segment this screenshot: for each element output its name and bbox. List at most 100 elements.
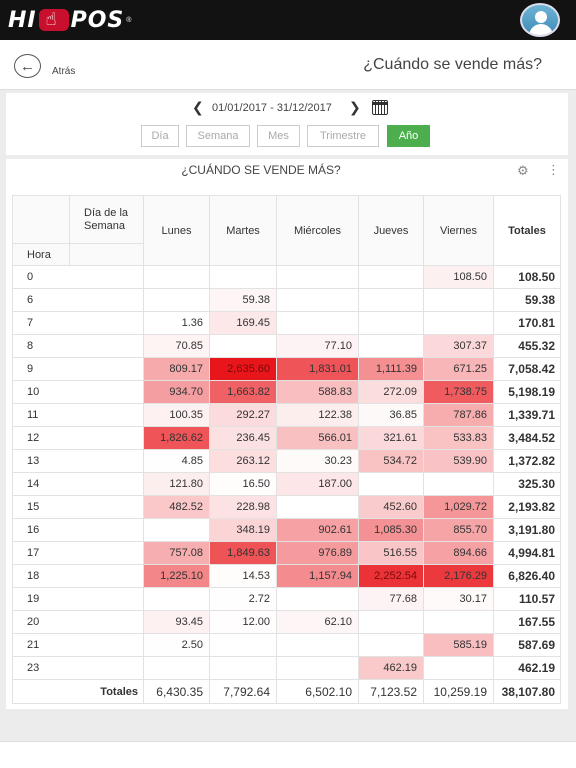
table-body: 0 108.50 108.50 6 59.38 59.38 7 1.36 169.45 170.8… — [12, 265, 561, 680]
heat-cell-jueves — [358, 311, 424, 335]
row-total-cell: 3,484.52 — [493, 426, 561, 450]
row-total-cell: 587.69 — [493, 633, 561, 657]
total-miercoles: 6,502.10 — [276, 679, 359, 704]
hour-cell: 17 — [12, 541, 144, 565]
heat-cell-lunes — [143, 265, 210, 289]
row-total-cell: 170.81 — [493, 311, 561, 335]
heat-cell-lunes — [143, 518, 210, 542]
total-viernes: 10,259.19 — [423, 679, 494, 704]
row-total-cell: 2,193.82 — [493, 495, 561, 519]
heat-cell-lunes: 1,826.62 — [143, 426, 210, 450]
heat-cell-miercoles: 187.00 — [276, 472, 359, 496]
heat-cell-viernes: 307.37 — [423, 334, 494, 358]
heat-cell-jueves: 77.68 — [358, 587, 424, 611]
heat-cell-lunes — [143, 656, 210, 680]
more-options-icon[interactable]: ⋮ — [547, 162, 560, 177]
row-total-cell: 108.50 — [493, 265, 561, 289]
back-label[interactable]: Atrás — [52, 66, 76, 77]
sales-heatmap-table: Día de la Semana Lunes Martes Miércoles … — [12, 195, 561, 704]
table-row: 13 4.85 263.12 30.23 534.72 539.90 1,372.82 — [12, 449, 561, 473]
heat-cell-viernes — [423, 472, 494, 496]
gear-icon[interactable]: ⚙ — [517, 163, 529, 178]
heat-cell-miercoles: 30.23 — [276, 449, 359, 473]
previous-period-chevron-icon[interactable]: ❮ — [192, 99, 204, 115]
row-total-cell: 325.30 — [493, 472, 561, 496]
heat-cell-martes: 169.45 — [209, 311, 277, 335]
page-header: ← Atrás ¿Cuándo se vende más? — [0, 40, 576, 90]
heat-cell-martes: 228.98 — [209, 495, 277, 519]
period-button-semana[interactable]: Semana — [186, 125, 250, 147]
heat-cell-jueves — [358, 472, 424, 496]
heat-cell-viernes: 585.19 — [423, 633, 494, 657]
heat-cell-jueves — [358, 265, 424, 289]
header-corner-empty — [12, 195, 70, 244]
user-avatar-button[interactable] — [520, 3, 560, 37]
table-row: 7 1.36 169.45 170.81 — [12, 311, 561, 335]
back-button[interactable]: ← — [14, 54, 41, 78]
heat-cell-martes: 12.00 — [209, 610, 277, 634]
table-row: 23 462.19 462.19 — [12, 656, 561, 680]
hour-cell: 20 — [12, 610, 144, 634]
heat-cell-jueves — [358, 288, 424, 312]
heat-cell-viernes: 855.70 — [423, 518, 494, 542]
row-total-cell: 462.19 — [493, 656, 561, 680]
page-title: ¿Cuándo se vende más? — [363, 56, 542, 73]
heat-cell-lunes: 2.50 — [143, 633, 210, 657]
heat-cell-miercoles: 77.10 — [276, 334, 359, 358]
heat-cell-jueves — [358, 334, 424, 358]
heat-cell-lunes: 121.80 — [143, 472, 210, 496]
header-totales: Totales — [493, 195, 561, 266]
heat-cell-lunes: 809.17 — [143, 357, 210, 381]
header-hora: Hora — [12, 243, 70, 266]
hour-cell: 21 — [12, 633, 144, 657]
row-total-cell: 6,826.40 — [493, 564, 561, 588]
heat-cell-viernes — [423, 288, 494, 312]
heat-cell-martes: 348.19 — [209, 518, 277, 542]
table-row: 20 93.45 12.00 62.10 167.55 — [12, 610, 561, 634]
grand-total: 38,107.80 — [493, 679, 561, 704]
hour-cell: 15 — [12, 495, 144, 519]
period-buttons: Día Semana Mes Trimestre Año — [6, 125, 568, 147]
heat-cell-lunes: 1,225.10 — [143, 564, 210, 588]
heat-cell-viernes: 1,029.72 — [423, 495, 494, 519]
header-day-lunes: Lunes — [143, 195, 210, 266]
row-total-cell: 5,198.19 — [493, 380, 561, 404]
heat-cell-miercoles — [276, 633, 359, 657]
heat-cell-martes — [209, 633, 277, 657]
heat-cell-jueves: 36.85 — [358, 403, 424, 427]
table-row: 19 2.72 77.68 30.17 110.57 — [12, 587, 561, 611]
next-period-chevron-icon[interactable]: ❯ — [349, 99, 361, 115]
date-range-selector: ❮ 01/01/2017 - 31/12/2017 ❯ — [6, 99, 568, 119]
hour-cell: 18 — [12, 564, 144, 588]
heat-cell-jueves — [358, 633, 424, 657]
hand-pointer-icon — [38, 9, 69, 31]
row-total-cell: 59.38 — [493, 288, 561, 312]
filter-panel: ❮ 01/01/2017 - 31/12/2017 ❯ Día Semana M… — [6, 93, 568, 155]
date-range-text[interactable]: 01/01/2017 - 31/12/2017 — [212, 102, 332, 114]
hour-cell: 10 — [12, 380, 144, 404]
period-button-dia[interactable]: Día — [141, 125, 179, 147]
heat-cell-lunes: 934.70 — [143, 380, 210, 404]
totals-row-label: Totales — [12, 679, 144, 704]
heat-cell-lunes: 757.08 — [143, 541, 210, 565]
heat-cell-martes — [209, 334, 277, 358]
period-button-ano[interactable]: Año — [387, 125, 430, 147]
hour-cell: 0 — [12, 265, 144, 289]
heat-cell-viernes — [423, 610, 494, 634]
row-total-cell: 1,372.82 — [493, 449, 561, 473]
heat-cell-martes: 263.12 — [209, 449, 277, 473]
table-row: 12 1,826.62 236.45 566.01 321.61 533.83 3,484.… — [12, 426, 561, 450]
hour-cell: 7 — [12, 311, 144, 335]
heat-cell-martes — [209, 656, 277, 680]
heat-cell-viernes: 1,738.75 — [423, 380, 494, 404]
hour-cell: 6 — [12, 288, 144, 312]
row-total-cell: 7,058.42 — [493, 357, 561, 381]
period-button-trimestre[interactable]: Trimestre — [307, 125, 379, 147]
arrow-left-icon: ← — [20, 57, 35, 75]
heat-cell-miercoles: 566.01 — [276, 426, 359, 450]
heat-cell-jueves: 462.19 — [358, 656, 424, 680]
period-button-mes[interactable]: Mes — [257, 125, 300, 147]
heat-cell-martes: 292.27 — [209, 403, 277, 427]
registered-mark: ® — [126, 16, 132, 24]
calendar-icon[interactable] — [372, 100, 388, 115]
